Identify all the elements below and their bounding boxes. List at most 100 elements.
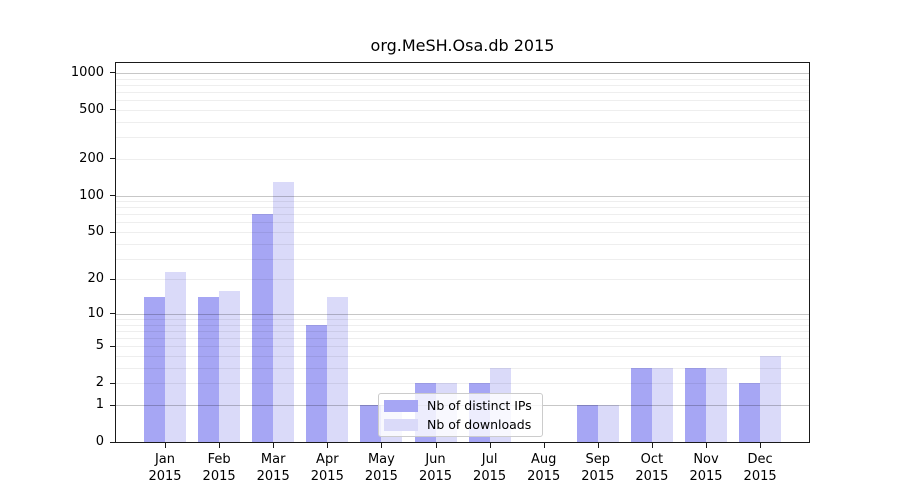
- x-tick-label-jul: Jul 2015: [459, 451, 521, 485]
- gridline-900: [116, 78, 809, 80]
- y-tick-label-20: 20: [87, 271, 104, 287]
- y-tick-label-50: 50: [87, 224, 104, 239]
- y-tick-20: [110, 278, 115, 280]
- x-tick-dec: [760, 443, 762, 448]
- x-tick-label-feb: Feb 2015: [188, 451, 250, 485]
- gridline-6: [116, 338, 809, 340]
- bar-downloads-apr: [327, 297, 349, 442]
- bar-downloads-sep: [597, 405, 619, 442]
- x-label-month-dec: Dec: [747, 452, 773, 467]
- x-label-year-jul: 2015: [473, 469, 507, 484]
- bar-downloads-nov: [706, 367, 727, 442]
- legend-label-downloads: Nb of downloads: [427, 417, 532, 432]
- y-tick-50: [110, 231, 115, 233]
- y-tick-label-1: 1: [95, 397, 104, 412]
- x-label-year-feb: 2015: [202, 469, 236, 484]
- x-tick-label-oct: Oct 2015: [621, 451, 683, 485]
- gridline-5: [116, 346, 809, 348]
- x-label-month-aug: Aug: [530, 452, 557, 467]
- x-tick-label-jun: Jun 2015: [405, 451, 467, 485]
- bar-distinct-ips-apr: [306, 324, 328, 442]
- x-tick-jul: [489, 443, 491, 448]
- gridline-400: [116, 121, 809, 123]
- gridline-600: [116, 100, 809, 102]
- x-tick-aug: [543, 443, 545, 448]
- bar-distinct-ips-oct: [630, 367, 652, 442]
- y-tick-100: [110, 195, 115, 196]
- x-tick-label-jan: Jan 2015: [134, 451, 196, 485]
- chart-title: org.MeSH.Osa.db 2015: [370, 36, 555, 55]
- gridline-200: [116, 158, 809, 160]
- x-tick-sep: [597, 443, 599, 448]
- gridline-4: [116, 356, 809, 357]
- x-tick-nov: [706, 443, 707, 448]
- gridline-40: [116, 243, 809, 245]
- x-tick-label-aug: Aug 2015: [513, 451, 575, 485]
- legend-swatch-distinct-ips: [384, 399, 418, 412]
- x-label-year-sep: 2015: [581, 469, 615, 484]
- gridline-7: [116, 330, 809, 332]
- bar-distinct-ips-dec: [739, 383, 761, 442]
- y-tick-500: [110, 109, 115, 111]
- x-label-month-mar: Mar: [260, 452, 286, 467]
- x-label-year-may: 2015: [364, 469, 398, 484]
- x-label-year-apr: 2015: [310, 469, 344, 484]
- y-tick-2: [110, 382, 115, 384]
- gridline-30: [116, 258, 809, 260]
- y-tick-label-500: 500: [79, 101, 104, 117]
- x-tick-feb: [219, 443, 221, 448]
- gridline-500: [116, 109, 809, 111]
- y-tick-5: [110, 345, 115, 347]
- x-label-month-oct: Oct: [640, 452, 664, 467]
- x-tick-may: [381, 443, 383, 448]
- gridline-major-10: [116, 313, 809, 315]
- x-label-month-jul: Jul: [481, 452, 498, 467]
- legend-item-distinct-ips: Nb of distinct IPs: [384, 396, 538, 415]
- x-label-month-apr: Apr: [316, 452, 339, 467]
- y-tick-label-2: 2: [95, 375, 104, 391]
- gridline-9: [116, 319, 809, 320]
- gridline-8: [116, 324, 809, 326]
- y-tick-1: [110, 404, 115, 406]
- x-label-month-jan: Jan: [154, 452, 176, 467]
- y-tick-10: [110, 313, 115, 315]
- bar-distinct-ips-mar: [252, 214, 274, 442]
- gridline-60: [116, 222, 809, 224]
- x-label-month-jun: Jun: [425, 452, 446, 467]
- x-label-year-jun: 2015: [418, 469, 453, 484]
- x-label-year-oct: 2015: [635, 469, 669, 484]
- x-label-year-nov: 2015: [689, 469, 723, 484]
- x-tick-label-mar: Mar 2015: [242, 451, 304, 485]
- plot-area: [115, 62, 810, 443]
- gridline-2: [116, 383, 809, 385]
- x-tick-label-sep: Sep 2015: [567, 451, 629, 485]
- bar-downloads-dec: [760, 356, 782, 442]
- x-label-year-dec: 2015: [743, 469, 777, 484]
- y-tick-label-10: 10: [87, 305, 104, 321]
- legend: Nb of distinct IPs Nb of downloads: [378, 393, 543, 437]
- bar-downloads-oct: [651, 367, 673, 442]
- x-label-year-jan: 2015: [148, 469, 182, 484]
- x-tick-label-nov: Nov 2015: [675, 451, 737, 485]
- x-tick-jun: [435, 443, 437, 448]
- gridline-major-100: [116, 195, 809, 197]
- x-label-month-sep: Sep: [585, 452, 611, 467]
- bar-distinct-ips-nov: [685, 367, 706, 442]
- gridline-90: [116, 201, 809, 202]
- gridline-700: [116, 92, 809, 93]
- gridline-300: [116, 137, 809, 139]
- x-tick-mar: [273, 443, 275, 448]
- x-tick-label-apr: Apr 2015: [296, 451, 358, 485]
- gridline-800: [116, 84, 809, 86]
- gridline-20: [116, 279, 809, 281]
- bar-downloads-jan: [165, 272, 186, 442]
- x-label-year-mar: 2015: [256, 469, 290, 484]
- gridline-3: [116, 367, 809, 369]
- y-tick-label-1000: 1000: [70, 64, 104, 80]
- x-tick-label-may: May 2015: [350, 451, 412, 485]
- y-tick-200: [110, 158, 115, 160]
- x-tick-label-dec: Dec 2015: [729, 451, 791, 485]
- y-tick-0: [110, 441, 115, 443]
- gridline-50: [116, 232, 809, 233]
